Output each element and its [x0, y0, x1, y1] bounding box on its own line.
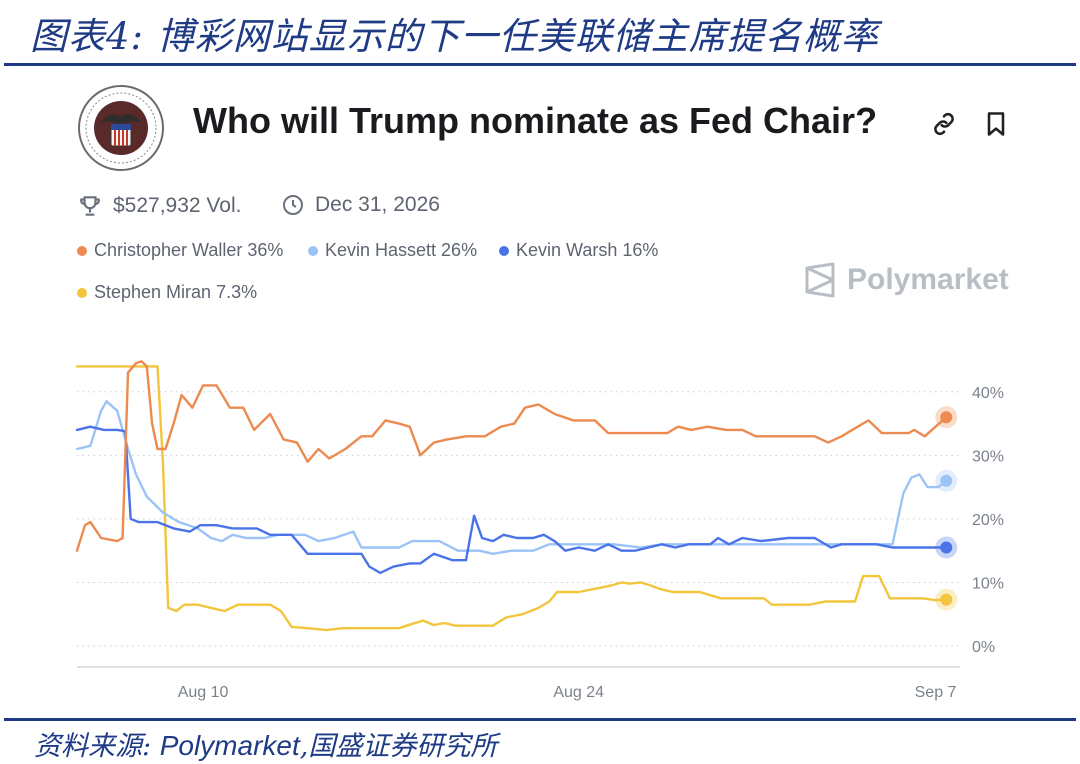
end-date-info: Dec 31, 2026 — [281, 193, 440, 217]
legend-label: Stephen Miran 7.3% — [94, 282, 258, 302]
x-tick-label: Aug 24 — [553, 684, 604, 701]
end-marker-dot — [940, 411, 953, 424]
volume-text: $527,932 Vol. — [113, 194, 242, 217]
source-brand: Polymarket — [159, 730, 300, 761]
legend-dot — [77, 287, 87, 298]
source-label: 资料来源: — [34, 731, 152, 762]
top-divider — [4, 63, 1076, 66]
y-tick-label: 30% — [972, 448, 1004, 465]
figure-title: 图表4: 博彩网站显示的下一任美联储主席提名概率 — [30, 15, 879, 58]
legend-item-miran: Stephen Miran 7.3% — [77, 282, 257, 303]
clock-icon — [283, 195, 303, 215]
legend-label: Christopher Waller 36% — [94, 240, 284, 260]
legend-item-warsh: Kevin Warsh 16% — [499, 240, 658, 261]
bookmark-icon[interactable] — [982, 110, 1010, 138]
watermark-text: Polymarket — [847, 263, 1009, 296]
source-rest: ,国盛证券研究所 — [299, 731, 498, 762]
end-marker-dot — [940, 593, 953, 606]
series-line-christopher-waller — [75, 360, 948, 552]
legend-label: Kevin Hassett 26% — [325, 240, 478, 260]
fed-seal-logo — [78, 85, 164, 171]
link-icon[interactable] — [930, 110, 958, 138]
trophy-icon — [80, 196, 100, 216]
end-marker-dot — [940, 474, 953, 487]
market-question: Who will Trump nominate as Fed Chair? — [193, 100, 878, 141]
legend-dot — [308, 245, 318, 256]
end-marker-dot — [940, 541, 953, 554]
volume-info: $527,932 Vol. — [77, 193, 241, 219]
x-tick-label: Aug 10 — [178, 684, 229, 701]
end-date-text: Dec 31, 2026 — [315, 193, 440, 216]
source-note: 资料来源: Polymarket,国盛证券研究所 — [34, 724, 497, 763]
polymarket-watermark: Polymarket — [803, 262, 1009, 298]
series-line-stephen-miran — [75, 365, 948, 632]
y-tick-label: 40% — [972, 385, 1004, 402]
polymarket-logo — [805, 262, 835, 298]
y-tick-label: 20% — [972, 512, 1004, 529]
legend-dot — [77, 245, 87, 256]
y-tick-label: 0% — [972, 639, 995, 656]
legend-item-waller: Christopher Waller 36% — [77, 240, 283, 261]
legend-item-hassett: Kevin Hassett 26% — [308, 240, 477, 261]
series-line-kevin-warsh — [75, 425, 948, 575]
x-tick-label: Sep 7 — [915, 684, 957, 701]
legend-dot — [499, 245, 509, 256]
y-tick-label: 10% — [972, 575, 1004, 592]
legend-label: Kevin Warsh 16% — [516, 240, 659, 260]
bottom-divider — [4, 718, 1076, 721]
